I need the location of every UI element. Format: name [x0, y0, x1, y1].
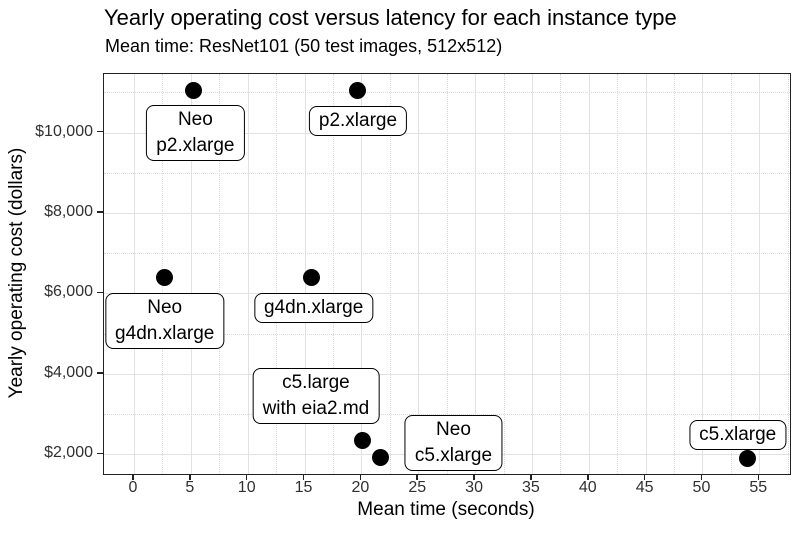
data-point [349, 82, 367, 100]
y-minor-gridline [104, 253, 790, 255]
y-tick-label: $2,000 [44, 444, 93, 462]
x-tick-mark [132, 474, 134, 480]
chart-title: Yearly operating cost versus latency for… [104, 5, 677, 30]
x-major-gridline [247, 74, 249, 474]
y-tick-label: $8,000 [44, 203, 93, 221]
y-minor-gridline [104, 414, 790, 416]
x-tick-label: 20 [351, 479, 370, 496]
point-label: Neo p2.xlarge [146, 104, 245, 161]
x-axis-title: Mean time (seconds) [357, 499, 535, 520]
x-major-gridline [702, 74, 704, 474]
y-tick-mark [97, 372, 103, 374]
y-tick-label: $6,000 [44, 283, 93, 301]
y-tick-mark [97, 452, 103, 455]
data-point [739, 449, 757, 467]
x-tick-mark [643, 474, 646, 480]
x-tick-label: 40 [578, 479, 597, 496]
x-minor-gridline [219, 74, 221, 474]
x-tick-label: 5 [185, 479, 195, 496]
point-label-line: Neo [177, 108, 213, 130]
x-minor-gridline [389, 74, 391, 474]
y-major-gridline [104, 293, 790, 295]
x-tick-mark [587, 474, 589, 480]
x-tick-mark [359, 474, 362, 480]
x-major-gridline [531, 74, 533, 474]
x-tick-mark [245, 474, 248, 480]
data-point [372, 448, 390, 466]
x-minor-gridline [276, 74, 278, 474]
point-label-line: p2.xlarge [318, 110, 398, 132]
y-tick-mark [97, 211, 103, 213]
x-tick-label: 0 [128, 479, 138, 496]
y-axis-title: Yearly operating cost (dollars) [6, 147, 27, 399]
y-minor-gridline [104, 172, 790, 174]
x-tick-mark [757, 474, 760, 480]
y-tick-label: $10,000 [35, 122, 93, 140]
x-tick-mark [530, 474, 532, 480]
point-label-line: Neo [147, 296, 183, 318]
x-tick-label: 30 [465, 479, 483, 496]
x-tick-mark [302, 474, 305, 480]
x-major-gridline [134, 74, 135, 474]
x-tick-label: 35 [522, 479, 540, 496]
y-minor-gridline [104, 92, 790, 94]
data-point [354, 431, 372, 449]
x-minor-gridline [617, 74, 619, 474]
y-tick-mark [97, 291, 103, 294]
point-label: p2.xlarge [308, 106, 408, 137]
x-tick-label: 55 [749, 479, 768, 496]
data-point [156, 268, 174, 286]
x-minor-gridline [503, 74, 505, 474]
x-minor-gridline [787, 74, 789, 474]
x-major-gridline [361, 74, 363, 474]
y-tick-mark [97, 130, 103, 133]
x-tick-label: 45 [635, 479, 654, 496]
point-label-line: with eia2.md [262, 397, 370, 419]
point-label-line: c5.xlarge [699, 423, 777, 445]
x-major-gridline [190, 74, 192, 474]
point-label: Neo c5.xlarge [404, 415, 503, 472]
point-label: c5.large with eia2.md [252, 367, 380, 424]
chart-subtitle: Mean time: ResNet101 (50 test images, 51… [105, 36, 503, 56]
point-label: g4dn.xlarge [253, 293, 374, 324]
x-major-gridline [418, 74, 420, 474]
x-major-gridline [475, 74, 477, 474]
x-tick-label: 25 [408, 479, 427, 496]
point-label-line: p2.xlarge [156, 134, 235, 156]
x-tick-label: 10 [237, 479, 256, 496]
point-label-line: Neo [436, 419, 471, 441]
point-label: c5.xlarge [689, 419, 787, 450]
data-point [302, 269, 320, 287]
y-major-gridline [104, 132, 790, 134]
x-tick-label: 50 [692, 479, 711, 496]
point-label-line: g4dn.xlarge [263, 297, 364, 319]
point-label-line: g4dn.xlarge [115, 322, 215, 344]
x-major-gridline [645, 74, 647, 474]
data-point [184, 82, 202, 100]
y-major-gridline [104, 373, 790, 375]
x-minor-gridline [674, 74, 676, 474]
x-tick-label: 15 [294, 479, 313, 496]
plot-panel: Neo p2.xlarge p2.xlarge Neo g4dn.xlarge g4dn.… [103, 73, 791, 475]
x-minor-gridline [446, 74, 448, 474]
x-major-gridline [588, 74, 590, 474]
x-major-gridline [759, 74, 761, 474]
x-tick-mark [416, 474, 418, 480]
x-minor-gridline [332, 74, 334, 474]
x-minor-gridline [730, 74, 732, 474]
x-tick-mark [700, 474, 703, 480]
x-tick-mark [189, 474, 191, 480]
point-label: Neo g4dn.xlarge [105, 292, 225, 349]
y-minor-gridline [104, 333, 790, 335]
x-minor-gridline [560, 74, 562, 474]
point-label-line: c5.xlarge [414, 445, 493, 467]
x-tick-mark [473, 474, 475, 480]
point-label-line: c5.large [282, 371, 350, 393]
y-tick-label: $4,000 [44, 363, 93, 381]
y-major-gridline [104, 213, 790, 215]
